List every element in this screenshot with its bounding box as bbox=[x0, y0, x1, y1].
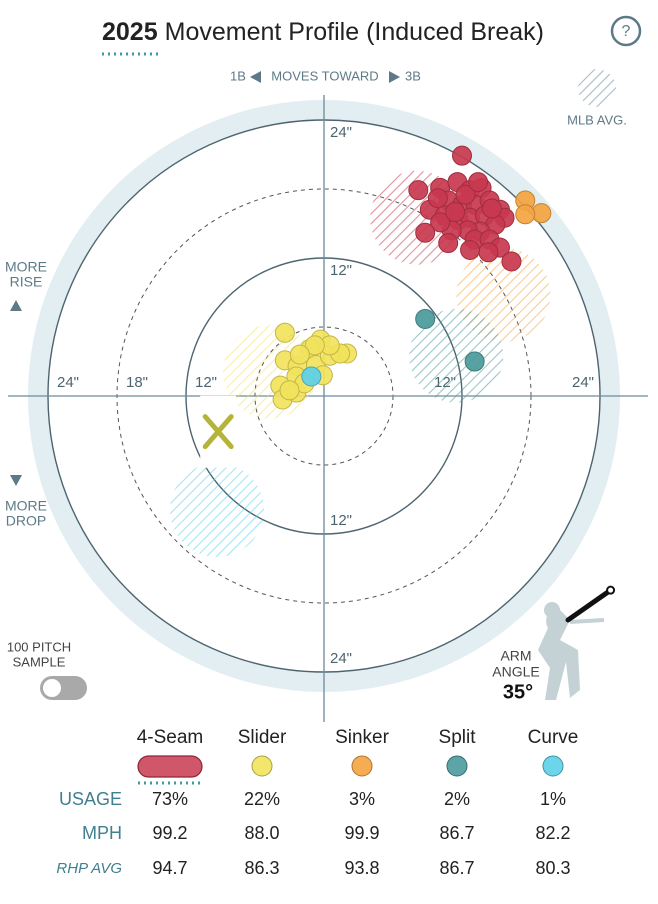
table-cell: 3% bbox=[349, 789, 375, 809]
legend-swatch[interactable] bbox=[137, 755, 203, 778]
x-tick-label: 24" bbox=[57, 374, 79, 391]
table-cell: 99.9 bbox=[344, 823, 379, 843]
pitch-point bbox=[468, 172, 489, 193]
drop-label: DROP bbox=[6, 513, 46, 529]
direction-right: 3B bbox=[405, 68, 421, 83]
pitch-point bbox=[408, 180, 429, 201]
legend-swatch[interactable] bbox=[351, 755, 373, 777]
legend-swatch[interactable] bbox=[542, 755, 564, 777]
legend-swatch[interactable] bbox=[446, 755, 468, 777]
help-icon[interactable] bbox=[610, 15, 642, 47]
pitch-point bbox=[427, 188, 448, 209]
pitch-point bbox=[515, 204, 536, 225]
legend-name[interactable]: Slider bbox=[238, 727, 287, 748]
pitch-point bbox=[481, 198, 502, 219]
table-cell: 86.7 bbox=[439, 823, 474, 843]
pitcher-head bbox=[544, 602, 560, 618]
table-cell: 86.3 bbox=[244, 858, 279, 878]
title-year: 2025 bbox=[102, 18, 158, 46]
table-cell: 80.3 bbox=[535, 858, 570, 878]
row-label: RHP AVG bbox=[56, 860, 122, 877]
arm-ball bbox=[606, 585, 616, 595]
arm-angle-value: 35° bbox=[503, 681, 533, 703]
table-cell: 73% bbox=[152, 789, 188, 809]
legend-name[interactable]: Curve bbox=[528, 727, 579, 748]
y-tick-label: 24" bbox=[330, 650, 352, 667]
legend-name[interactable]: Sinker bbox=[335, 727, 390, 748]
y-tick-label: 12" bbox=[330, 262, 352, 279]
sample-label: 100 PITCH bbox=[7, 639, 71, 654]
pitch-point bbox=[501, 251, 522, 272]
rise-label: MORE bbox=[5, 259, 47, 275]
x-tick-label: 18" bbox=[126, 374, 148, 391]
drop-label: MORE bbox=[5, 498, 47, 514]
direction-left: 1B bbox=[230, 68, 246, 83]
mlb-avg-area bbox=[170, 462, 265, 557]
row-label: USAGE bbox=[59, 789, 122, 809]
y-tick-label: 24" bbox=[330, 124, 352, 141]
arm-label: ARM bbox=[500, 648, 531, 664]
table-cell: 86.7 bbox=[439, 858, 474, 878]
sample-label: SAMPLE bbox=[13, 654, 66, 669]
table-cell: 94.7 bbox=[152, 858, 187, 878]
glove-arm bbox=[569, 618, 605, 624]
help-text[interactable]: ? bbox=[622, 23, 631, 40]
pitch-point bbox=[478, 242, 499, 263]
legend-name[interactable]: 4-Seam bbox=[137, 727, 204, 748]
legend-swatch[interactable] bbox=[251, 755, 273, 777]
avg-legend-icon bbox=[578, 69, 616, 107]
pitch-point bbox=[445, 202, 466, 222]
x-tick-label: 12" bbox=[195, 374, 217, 391]
table-cell: 1% bbox=[540, 789, 566, 809]
drop-arrow bbox=[10, 475, 22, 486]
table-cell: 22% bbox=[244, 789, 280, 809]
arm-angle-line bbox=[565, 587, 614, 623]
pitch-point bbox=[301, 366, 322, 387]
pitch-point bbox=[415, 222, 436, 243]
mlb-avg-area bbox=[409, 308, 504, 403]
table-cell: 82.2 bbox=[535, 823, 570, 843]
title: 2025 Movement Profile (Induced Break) bbox=[102, 18, 544, 46]
marker bbox=[202, 414, 234, 450]
row-label: MPH bbox=[82, 823, 122, 843]
pitch-point bbox=[455, 184, 476, 205]
rise-label: RISE bbox=[10, 274, 43, 290]
pitch-point bbox=[438, 233, 459, 254]
table-cell: 99.2 bbox=[152, 823, 187, 843]
table-cell: 2% bbox=[444, 789, 470, 809]
direction-middle: MOVES TOWARD bbox=[271, 68, 378, 83]
arrow-left bbox=[250, 71, 261, 83]
pitch-point bbox=[452, 145, 472, 166]
table-cell: 88.0 bbox=[244, 823, 279, 843]
pitch-point bbox=[274, 322, 295, 343]
x-tick-label: 24" bbox=[572, 374, 594, 391]
pitch-point bbox=[289, 344, 310, 365]
arrow-right bbox=[389, 71, 400, 83]
toggle-knob bbox=[43, 679, 61, 697]
pitch-point bbox=[464, 351, 485, 372]
pitch-point bbox=[279, 380, 300, 401]
y-tick-label: 12" bbox=[330, 512, 352, 529]
pitcher-figure bbox=[538, 608, 580, 700]
table-cell: 93.8 bbox=[344, 858, 379, 878]
pitch-point bbox=[430, 212, 451, 233]
pitch-point bbox=[460, 239, 481, 260]
title-text: Movement Profile (Induced Break) bbox=[165, 18, 544, 46]
pitch-point bbox=[415, 308, 436, 329]
avg-legend-label: MLB AVG. bbox=[567, 112, 627, 127]
legend-name[interactable]: Split bbox=[439, 727, 477, 748]
pitch-point bbox=[304, 335, 325, 356]
rise-arrow bbox=[10, 300, 22, 311]
arm-label: ANGLE bbox=[492, 664, 539, 680]
